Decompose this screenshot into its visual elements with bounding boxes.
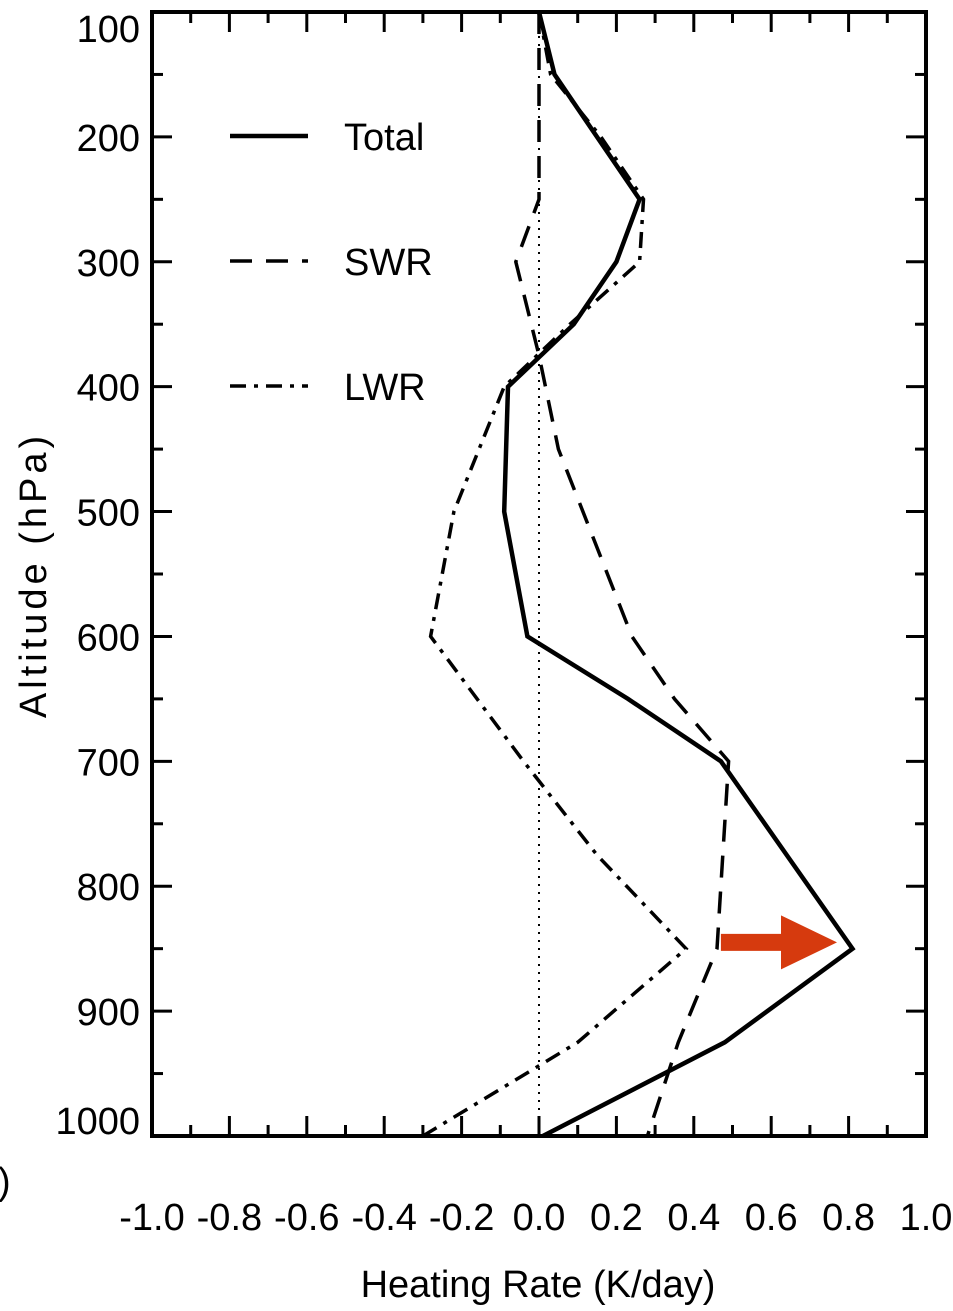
x-tick-label: -1.0	[119, 1197, 184, 1239]
legend-label-lwr: LWR	[344, 367, 426, 409]
ticks-layer	[150, 10, 928, 1138]
x-axis-title: Heating Rate (K/day)	[361, 1264, 716, 1306]
x-tick-label: -0.2	[429, 1197, 494, 1239]
y-tick-label: 300	[77, 243, 140, 285]
y-tick-label: 600	[77, 617, 140, 659]
series-line-total	[501, 11, 856, 1139]
tick-labels-layer: -1.0 -0.8 -0.6 -0.4 -0.2 0.0 0.2 0.4 0.6 0.8 1.0 10…	[55, 9, 952, 1239]
y-tick-label: 100	[77, 9, 140, 51]
series-line-lwr	[421, 11, 689, 1138]
x-tick-label: 1.0	[900, 1197, 953, 1239]
y-tick-label: 200	[77, 118, 140, 160]
legend-label-total: Total	[344, 117, 424, 159]
legend-label-swr: SWR	[344, 242, 433, 284]
y-tick-label: 400	[77, 368, 140, 410]
x-tick-label: 0.4	[667, 1197, 720, 1239]
x-tick-label: -0.6	[274, 1197, 339, 1239]
y-tick-label: 500	[77, 493, 140, 535]
x-tick-label: 0.6	[745, 1197, 798, 1239]
partial-panel-label: )	[0, 1161, 11, 1203]
highlight-arrow	[720, 915, 837, 970]
y-tick-label: 1000	[55, 1101, 140, 1143]
x-tick-label: 0.0	[513, 1197, 566, 1239]
x-tick-label: 0.2	[590, 1197, 643, 1239]
x-tick-label: -0.8	[197, 1197, 262, 1239]
x-tick-label: -0.4	[351, 1197, 416, 1239]
x-tick-label: 0.8	[822, 1197, 875, 1239]
annotation-layer	[720, 915, 837, 970]
y-tick-label: 800	[77, 867, 140, 909]
y-tick-label: 700	[77, 742, 140, 784]
y-tick-label: 900	[77, 992, 140, 1034]
legend: Total SWR LWR	[230, 117, 433, 409]
series-layer	[421, 11, 856, 1139]
series-line-swr	[513, 12, 731, 1137]
y-axis-title: Altitude (hPa)	[13, 432, 55, 718]
